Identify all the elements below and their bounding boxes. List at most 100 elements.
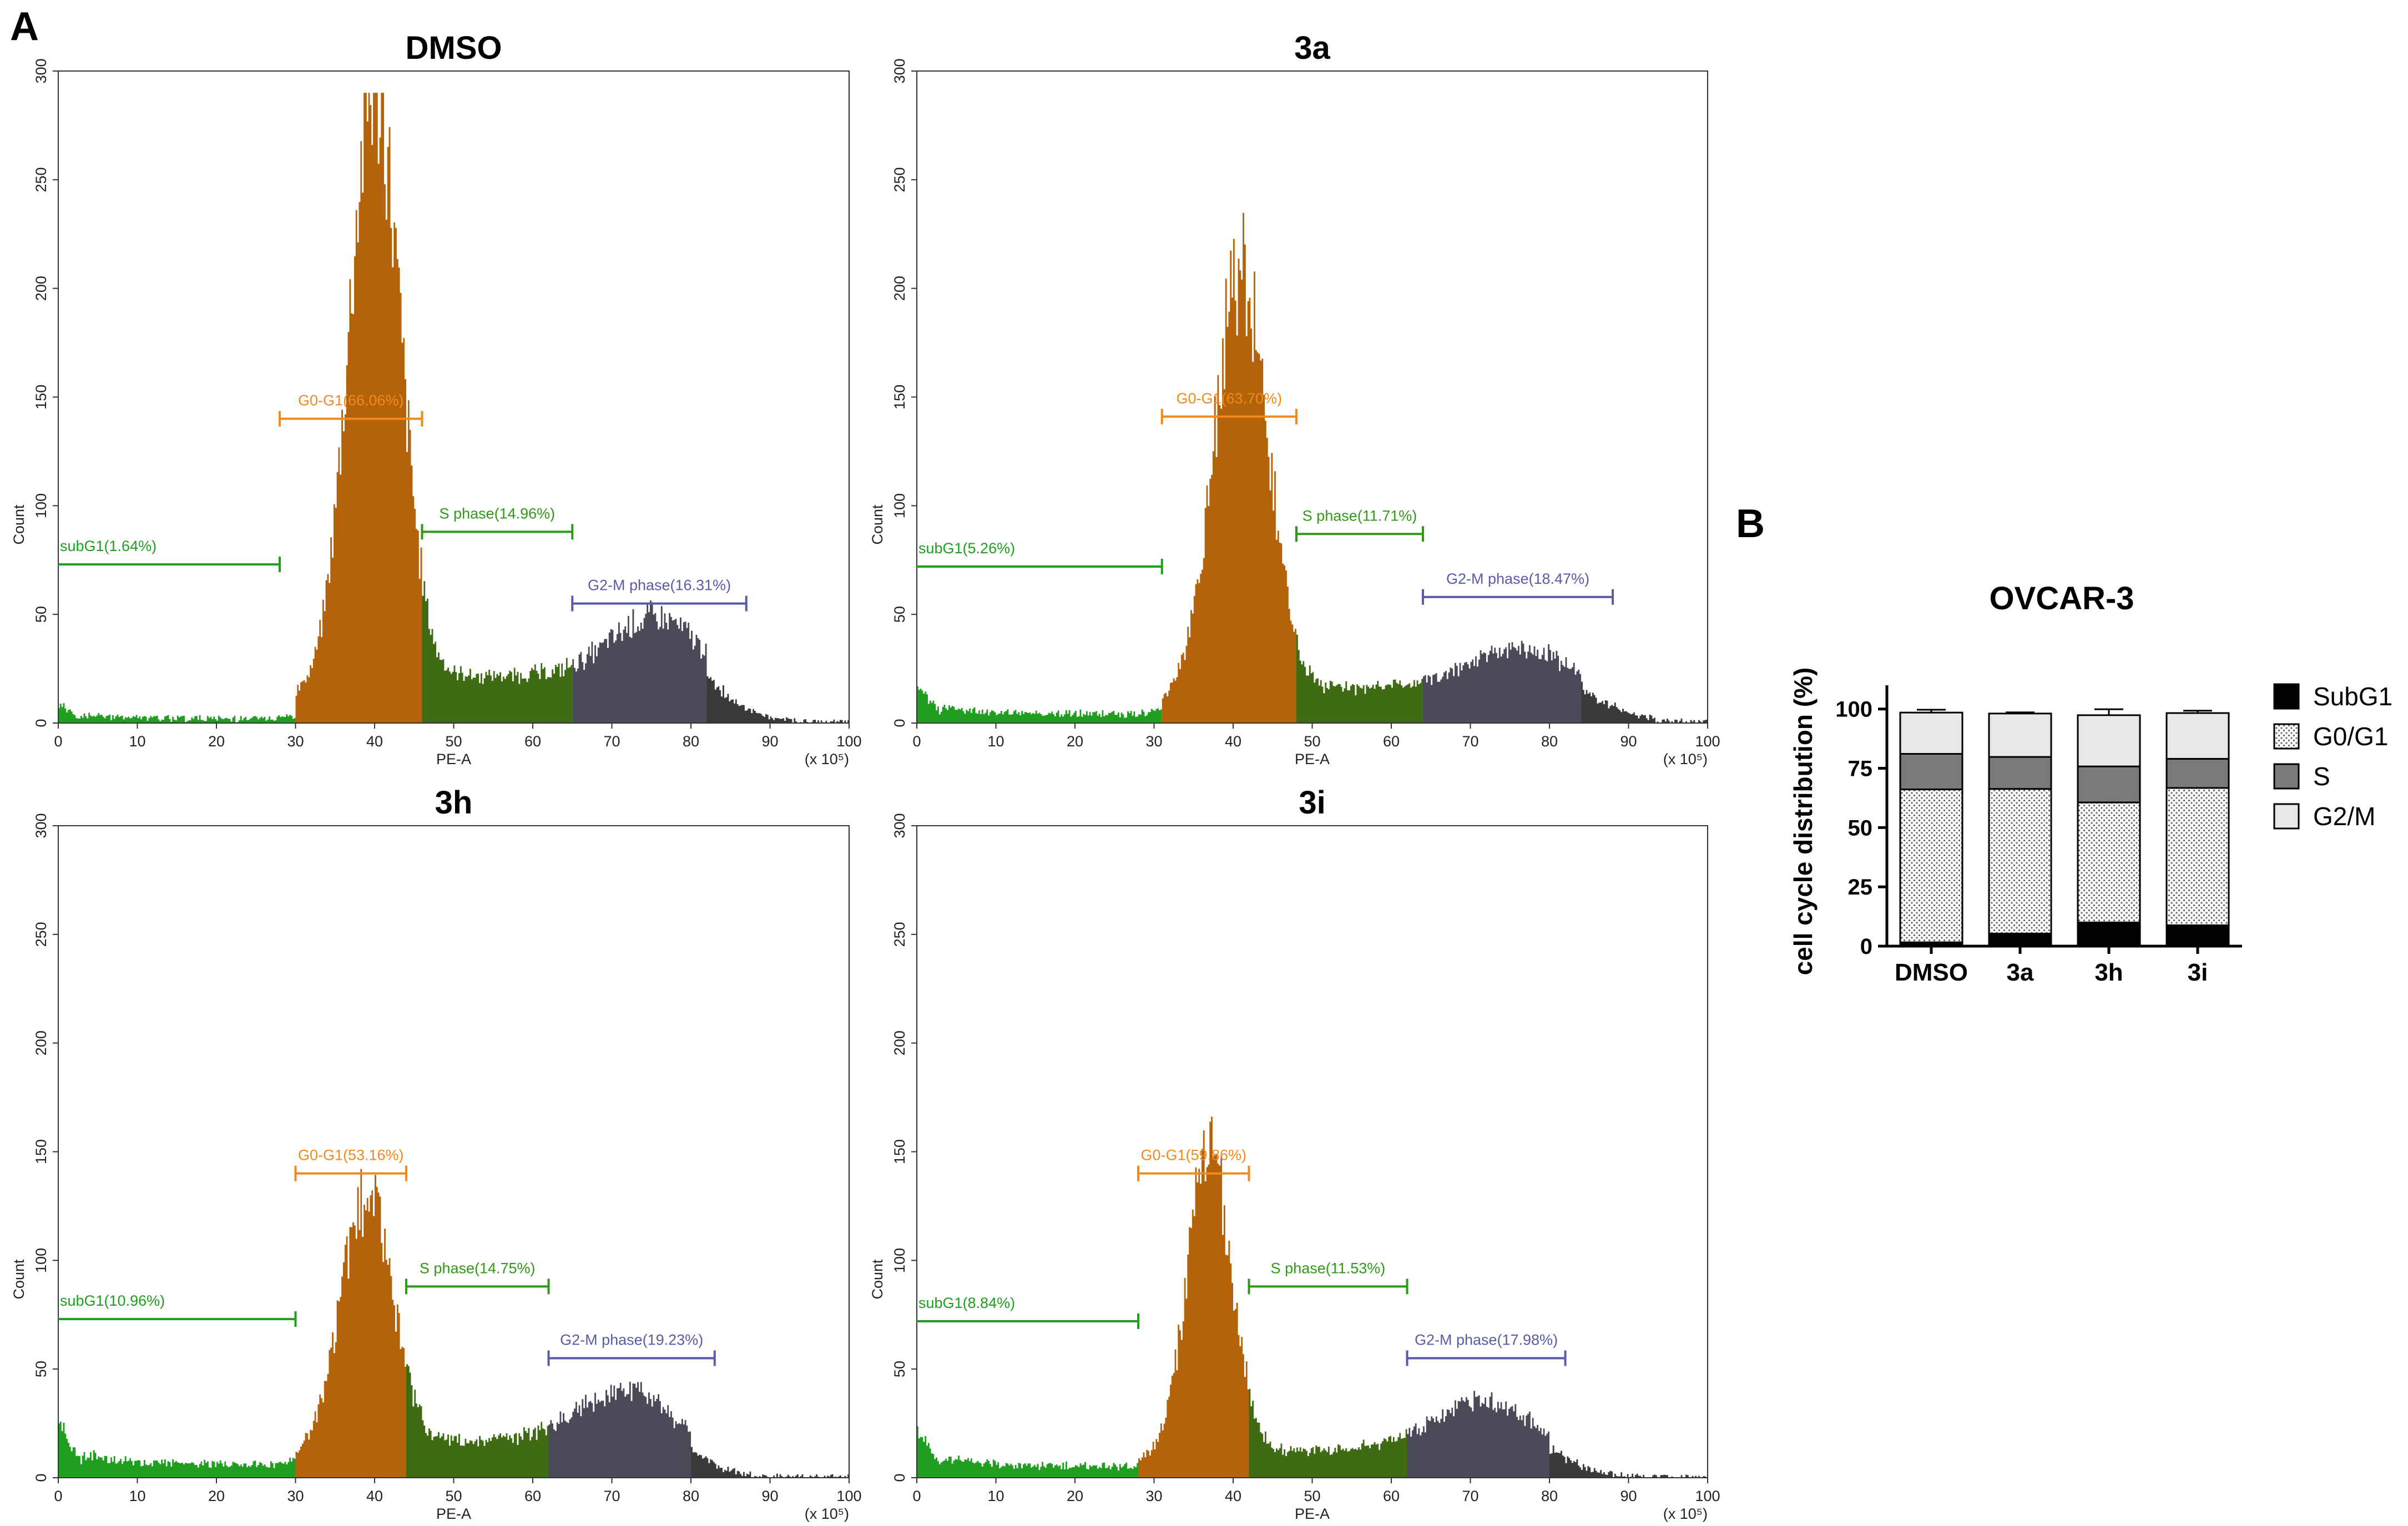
x-axis-label: PE-A <box>436 1505 471 1522</box>
gate-label-s: S phase(14.75%) <box>420 1260 536 1276</box>
histogram-area-subG1 <box>58 1421 296 1478</box>
x-tick-label: 40 <box>1225 1488 1241 1504</box>
gate-label-g0g1: G0-G1(63.70%) <box>1177 390 1283 407</box>
x-axis-unit: (x 10⁵) <box>1663 1505 1708 1522</box>
x-tick-label: 0 <box>912 733 921 750</box>
y-tick-label: 50 <box>891 606 908 623</box>
x-tick-label: 90 <box>1620 733 1637 750</box>
legend-label: S <box>2313 762 2330 791</box>
bar-segment-g0g1 <box>1899 789 1963 943</box>
gate-label-subG1: subG1(8.84%) <box>918 1295 1015 1311</box>
x-tick-label: 80 <box>683 1488 699 1504</box>
histogram-area-g0g1 <box>1162 213 1296 723</box>
x-tick-label: 60 <box>1383 733 1400 750</box>
histogram-area-s <box>1296 634 1423 723</box>
gate-label-g0g1: G0-G1(53.16%) <box>298 1147 404 1164</box>
histogram-area-tail <box>1581 681 1708 723</box>
x-tick-label: 70 <box>1462 1488 1478 1504</box>
gate-label-subG1: subG1(10.96%) <box>60 1292 165 1309</box>
x-tick-label: 100 <box>1695 733 1720 750</box>
x-tick-label: 0 <box>912 1488 921 1504</box>
x-tick-label: 80 <box>683 733 699 750</box>
y-tick-label: 100 <box>33 493 49 518</box>
x-tick-label: 60 <box>524 1488 541 1504</box>
y-axis-label: Count <box>869 504 886 545</box>
bar-category-label: 3a <box>2007 959 2034 986</box>
legend-swatch-s <box>2273 763 2300 790</box>
x-tick-label: 10 <box>987 733 1004 750</box>
x-tick-label: 60 <box>1383 1488 1400 1504</box>
y-tick-label: 150 <box>891 385 908 410</box>
y-tick-label: 200 <box>33 1030 49 1055</box>
histogram-title: 3i <box>1299 785 1325 821</box>
x-tick-label: 0 <box>54 1488 62 1504</box>
x-tick-label: 60 <box>524 733 541 750</box>
x-axis-unit: (x 10⁵) <box>1663 751 1708 767</box>
x-tick-label: 0 <box>54 733 62 750</box>
x-tick-label: 40 <box>1225 733 1241 750</box>
histogram-title: 3h <box>435 785 473 821</box>
bar-category-label: 3i <box>2188 959 2208 986</box>
y-tick-label: 0 <box>891 719 908 727</box>
y-axis-label: Count <box>11 1259 27 1300</box>
histogram-area-subG1 <box>917 1426 1138 1478</box>
histogram-area-s <box>1249 1388 1407 1478</box>
gate-label-g2m: G2-M phase(16.31%) <box>588 577 731 594</box>
y-tick-label: 150 <box>33 1139 49 1164</box>
bar-y-tick-label: 50 <box>1848 816 1873 840</box>
gate-label-s: S phase(11.71%) <box>1303 507 1417 524</box>
bar-segment-g2m <box>2077 714 2141 767</box>
histogram-area-tail <box>706 676 849 723</box>
histogram-title: DMSO <box>406 30 502 66</box>
histogram-area-g2m <box>1407 1391 1549 1478</box>
bar-segment-s <box>1988 756 2052 790</box>
gate-label-g2m: G2-M phase(18.47%) <box>1446 570 1589 587</box>
x-tick-label: 40 <box>366 1488 383 1504</box>
x-axis-label: PE-A <box>1295 751 1330 767</box>
legend-swatch-g0g1 <box>2273 723 2300 750</box>
x-axis-unit: (x 10⁵) <box>805 751 849 767</box>
histogram-area-g2m <box>548 1382 691 1478</box>
x-tick-label: 10 <box>129 733 145 750</box>
y-tick-label: 250 <box>33 167 49 192</box>
histogram-area-g0g1 <box>295 93 422 724</box>
x-tick-label: 70 <box>603 733 620 750</box>
histogram-3: 3i 0 10 20 30 40 50 60 70 80 90 100 PE-A (x 10⁵) 0 50 10… <box>869 785 1720 1522</box>
y-tick-label: 300 <box>891 58 908 83</box>
histogram-area-g2m <box>1423 640 1581 723</box>
x-tick-label: 30 <box>1145 1488 1162 1504</box>
histogram-area-g0g1 <box>295 1169 406 1478</box>
y-tick-label: 150 <box>33 385 49 410</box>
x-tick-label: 50 <box>1304 1488 1320 1504</box>
y-tick-label: 0 <box>33 1473 49 1482</box>
legend-label: G0/G1 <box>2313 722 2389 751</box>
x-tick-label: 30 <box>287 733 304 750</box>
y-tick-label: 100 <box>891 1248 908 1273</box>
gate-label-g2m: G2-M phase(19.23%) <box>560 1332 703 1348</box>
y-tick-label: 300 <box>33 813 49 838</box>
y-tick-label: 50 <box>891 1361 908 1377</box>
x-tick-label: 40 <box>366 733 383 750</box>
x-tick-label: 30 <box>287 1488 304 1504</box>
legend-swatch-g2m <box>2273 803 2300 830</box>
y-tick-label: 250 <box>33 922 49 947</box>
x-tick-label: 80 <box>1541 1488 1558 1504</box>
x-tick-label: 20 <box>1067 1488 1083 1504</box>
y-tick-label: 50 <box>33 606 49 623</box>
y-tick-label: 200 <box>891 1030 908 1055</box>
gate-label-g0g1: G0-G1(59.86%) <box>1140 1147 1246 1164</box>
y-axis-label: Count <box>869 1259 886 1300</box>
gate-label-g0g1: G0-G1(66.06%) <box>298 392 404 409</box>
histogram-area-subG1 <box>917 686 1162 723</box>
y-tick-label: 300 <box>891 813 908 838</box>
gate-label-g2m: G2-M phase(17.98%) <box>1415 1332 1558 1348</box>
x-tick-label: 100 <box>1695 1488 1720 1504</box>
x-tick-label: 20 <box>208 1488 225 1504</box>
panel-label-a: A <box>10 4 39 49</box>
bar-y-tick-label: 0 <box>1860 934 1872 959</box>
x-axis-label: PE-A <box>1295 1505 1330 1522</box>
bar-category-label: DMSO <box>1895 959 1968 986</box>
x-tick-label: 90 <box>761 1488 778 1504</box>
x-tick-label: 70 <box>1462 733 1478 750</box>
histogram-area-s <box>406 1364 549 1478</box>
